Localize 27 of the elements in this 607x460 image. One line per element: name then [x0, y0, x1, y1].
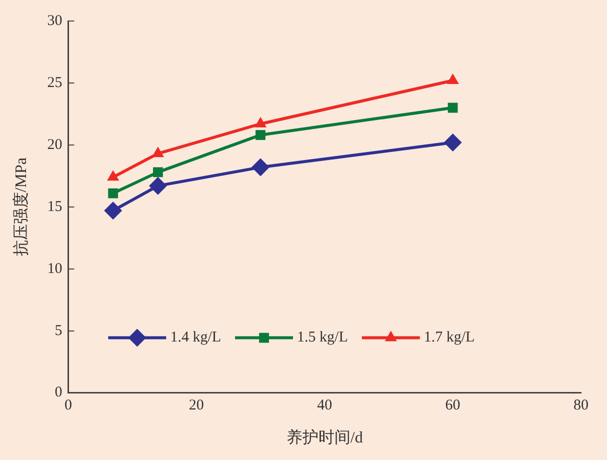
point: [446, 73, 459, 84]
y-axis-title: 抗压强度/MPa: [12, 158, 30, 256]
legend-label: 1.7 kg/L: [424, 330, 475, 346]
point: [148, 176, 167, 195]
point: [254, 116, 267, 128]
y-tick-label: 0: [54, 384, 62, 401]
x-tick-label: 40: [317, 398, 332, 414]
x-tick-label: 60: [445, 398, 460, 414]
y-tick-label: 30: [47, 12, 62, 29]
x-tick-label: 80: [574, 398, 588, 414]
y-tick-label: 25: [47, 74, 62, 91]
legend-label: 1.4 kg/L: [170, 330, 222, 346]
point: [444, 133, 462, 152]
point: [252, 158, 270, 176]
x-axis-title: 养护时间/d: [286, 428, 363, 447]
y-tick-label: 10: [47, 260, 62, 277]
point: [256, 130, 266, 140]
x-tick-label: 20: [188, 398, 204, 414]
y-tick-label: 20: [47, 136, 62, 153]
point: [107, 170, 120, 181]
point: [448, 102, 458, 113]
y-tick-label: 5: [54, 322, 62, 339]
legend-label: 1.5 kg/L: [297, 330, 348, 346]
point: [152, 167, 163, 178]
point: [104, 202, 122, 220]
point: [108, 188, 118, 198]
y-tick-label: 15: [47, 198, 62, 215]
